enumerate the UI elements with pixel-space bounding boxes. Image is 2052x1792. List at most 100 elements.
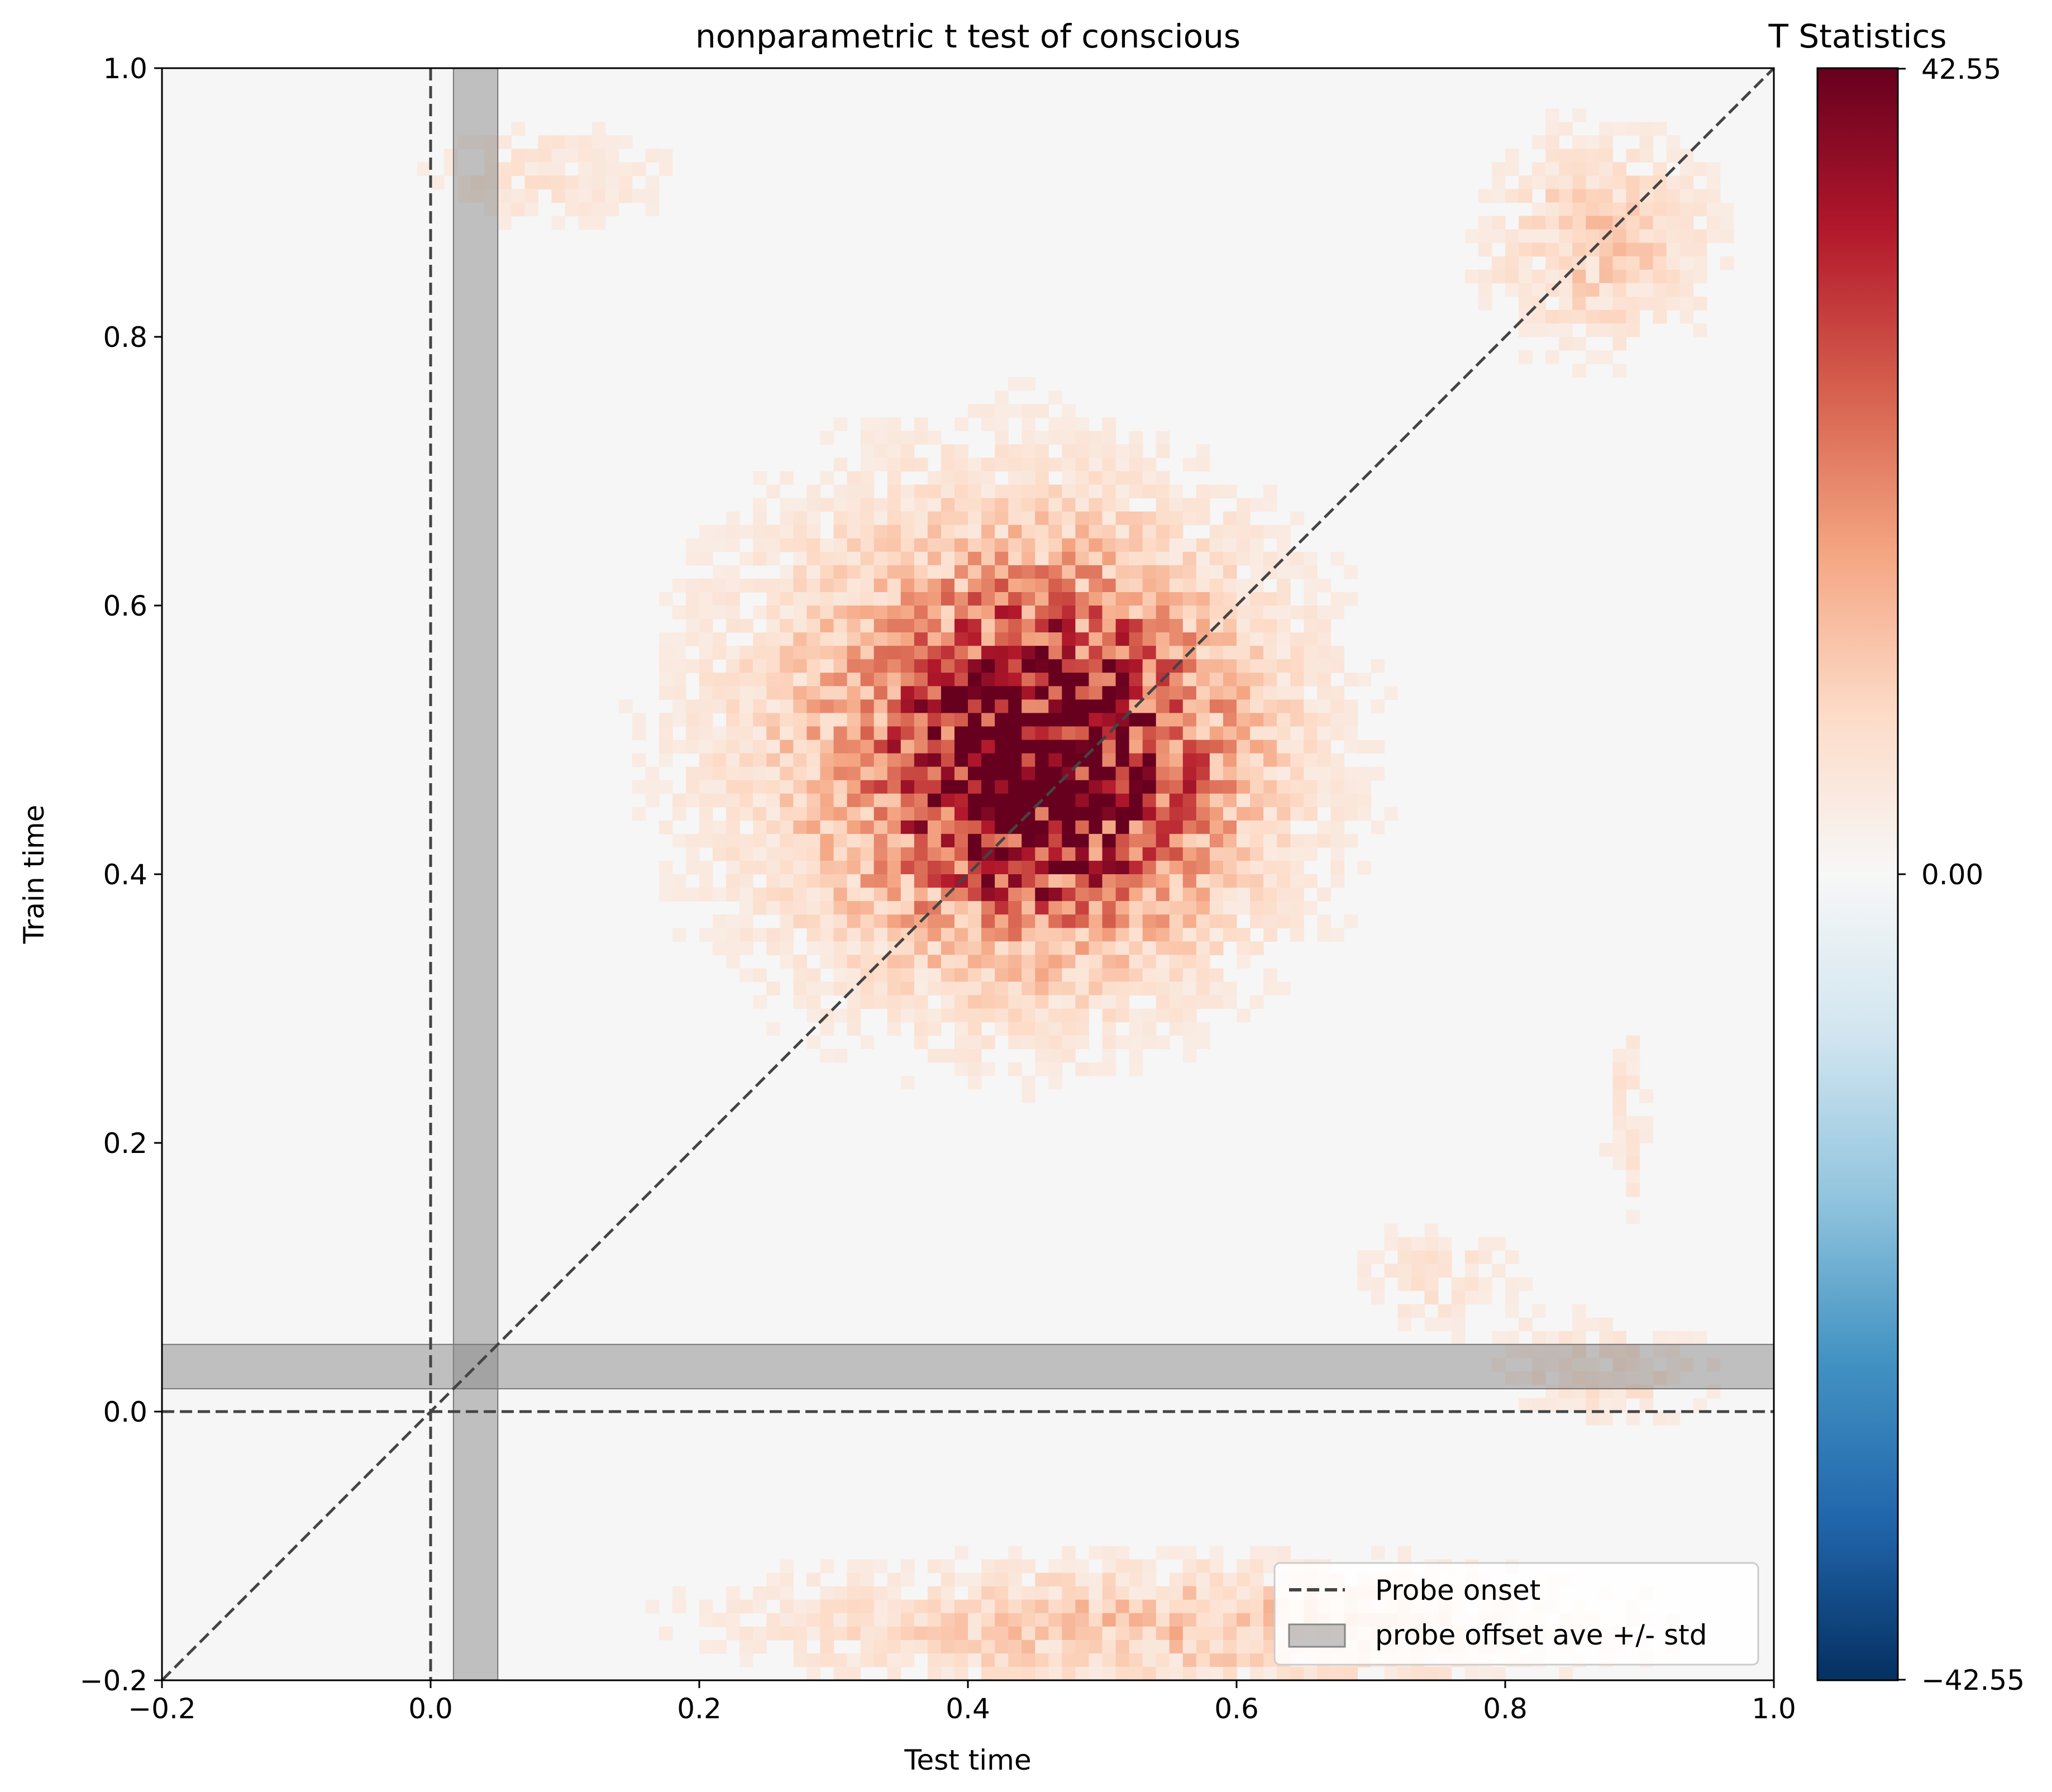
heatmap-cell <box>1586 189 1600 203</box>
heatmap-cell <box>1639 256 1654 270</box>
heatmap-cell <box>1237 820 1251 835</box>
heatmap-cell <box>1102 995 1116 1009</box>
heatmap-cell <box>1102 1035 1116 1050</box>
heatmap-cell <box>780 793 794 808</box>
heatmap-cell <box>1008 914 1022 928</box>
heatmap-cell <box>1196 888 1210 902</box>
heatmap-cell <box>995 646 1009 660</box>
heatmap-cell <box>1048 1559 1062 1574</box>
heatmap-cell <box>914 860 928 875</box>
heatmap-cell <box>1035 928 1049 942</box>
heatmap-cell <box>1115 901 1130 915</box>
heatmap-cell <box>1035 632 1049 646</box>
heatmap-cell <box>591 216 606 230</box>
heatmap-cell <box>995 511 1009 526</box>
heatmap-cell <box>1129 444 1143 459</box>
heatmap-cell <box>1545 323 1559 337</box>
heatmap-cell <box>672 606 686 619</box>
heatmap-cell <box>793 551 807 566</box>
heatmap-cell <box>1062 833 1076 848</box>
heatmap-cell <box>1075 793 1090 808</box>
heatmap-cell <box>900 793 915 808</box>
heatmap-cell <box>1532 242 1546 257</box>
heatmap-cell <box>1237 888 1251 902</box>
heatmap-cell <box>1250 1640 1264 1654</box>
heatmap-cell <box>1344 726 1358 741</box>
heatmap-cell <box>1156 686 1170 700</box>
heatmap-cell <box>954 833 968 848</box>
heatmap-cell <box>713 740 727 754</box>
heatmap-cell <box>874 740 888 754</box>
heatmap-cell <box>1344 1666 1358 1680</box>
heatmap-cell <box>1075 431 1090 445</box>
heatmap-cell <box>1115 807 1130 821</box>
heatmap-cell <box>1572 175 1586 190</box>
heatmap-cell <box>1209 766 1224 781</box>
heatmap-cell <box>1237 793 1251 808</box>
heatmap-cell <box>820 941 834 955</box>
heatmap-cell <box>1304 646 1318 660</box>
heatmap-cell <box>1330 833 1344 848</box>
heatmap-cell <box>941 1559 955 1574</box>
heatmap-cell <box>968 1599 982 1614</box>
heatmap-cell <box>968 766 982 781</box>
heatmap-cell <box>914 578 928 593</box>
heatmap-cell <box>887 847 901 861</box>
heatmap-cell <box>900 592 915 606</box>
heatmap-cell <box>793 888 807 902</box>
heatmap-cell <box>1223 1640 1237 1654</box>
heatmap-cell <box>833 538 848 552</box>
heatmap-cell <box>1075 995 1090 1009</box>
heatmap-cell <box>1666 135 1681 149</box>
heatmap-cell <box>833 498 848 512</box>
heatmap-cell <box>820 673 834 687</box>
heatmap-cell <box>1196 699 1210 713</box>
heatmap-cell <box>1277 981 1291 996</box>
heatmap-cell <box>1182 928 1197 942</box>
heatmap-cell <box>1022 632 1035 646</box>
heatmap-cell <box>1330 659 1344 673</box>
heatmap-cell <box>1089 820 1103 835</box>
heatmap-cell <box>1679 269 1694 284</box>
heatmap-cell <box>1599 189 1613 203</box>
heatmap-cell <box>1035 1626 1049 1641</box>
heatmap-cell <box>1142 713 1157 727</box>
heatmap-cell <box>981 1613 995 1627</box>
heatmap-cell <box>780 888 794 902</box>
heatmap-cell <box>954 888 968 902</box>
heatmap-cell <box>1263 673 1277 687</box>
heatmap-cell <box>1022 793 1035 808</box>
heatmap-cell <box>995 981 1009 996</box>
heatmap-cell <box>981 1035 995 1050</box>
heatmap-cell <box>551 216 566 230</box>
heatmap-cell <box>1371 659 1385 673</box>
heatmap-cell <box>1545 216 1559 230</box>
heatmap-cell <box>1182 565 1197 579</box>
heatmap-cell <box>1182 1613 1197 1627</box>
heatmap-cell <box>1008 498 1022 512</box>
heatmap-cell <box>995 390 1009 404</box>
heatmap-cell <box>1599 216 1613 230</box>
heatmap-cell <box>1679 229 1694 244</box>
heatmap-cell <box>914 928 928 942</box>
heatmap-cell <box>820 606 834 619</box>
heatmap-cell <box>1290 659 1304 673</box>
heatmap-cell <box>1022 968 1035 982</box>
heatmap-cell <box>1115 874 1130 888</box>
heatmap-cell <box>1102 1626 1116 1641</box>
heatmap-cell <box>1142 606 1157 619</box>
heatmap-cell <box>1679 256 1694 270</box>
heatmap-cell <box>1237 498 1251 512</box>
heatmap-cell <box>726 833 740 848</box>
heatmap-cell <box>914 686 928 700</box>
heatmap-cell <box>1519 1398 1533 1412</box>
heatmap-cell <box>820 833 834 848</box>
heatmap-cell <box>1008 592 1022 606</box>
heatmap-cell <box>1263 713 1277 727</box>
heatmap-cell <box>820 699 834 713</box>
heatmap-cell <box>1129 1008 1143 1023</box>
heatmap-cell <box>1277 860 1291 875</box>
heatmap-cell <box>1142 874 1157 888</box>
heatmap-cell <box>1089 1666 1103 1680</box>
heatmap-cell <box>780 673 794 687</box>
